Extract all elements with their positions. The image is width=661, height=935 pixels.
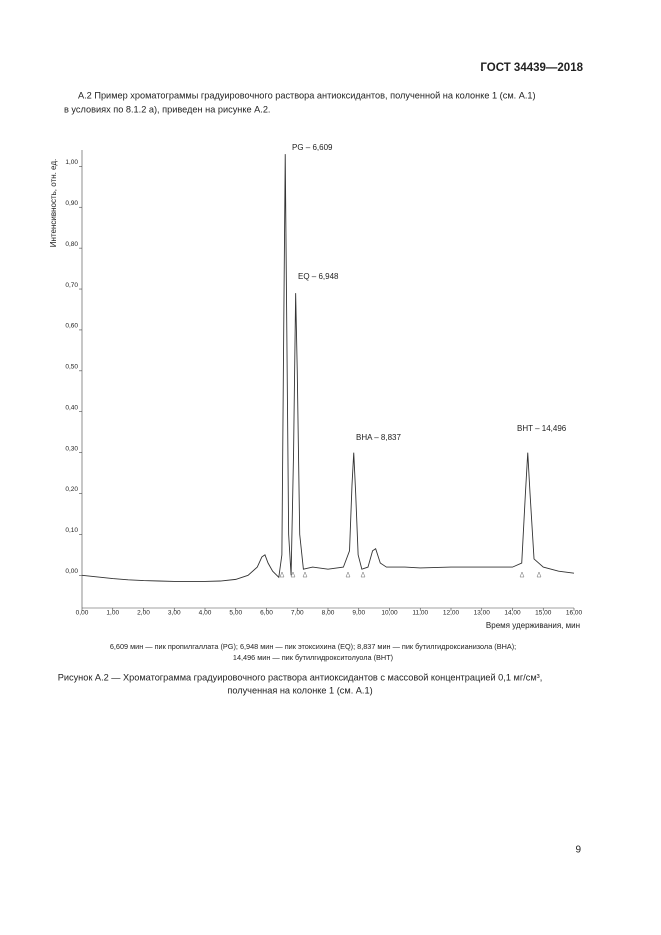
integration-marker (302, 571, 308, 578)
y-tick-label: 0,00 (65, 568, 78, 575)
y-tick-label: 0,40 (65, 404, 78, 411)
integration-marker (279, 571, 285, 578)
caption-line: Рисунок А.2 — Хроматограмма градуировочн… (58, 672, 543, 682)
legend-note-line: 6,609 мин — пик пропилгаллата (PG); 6,94… (110, 642, 516, 651)
peak-annotation: PG – 6,609 (292, 143, 333, 152)
x-tick-label: 0,00 (76, 610, 89, 617)
x-tick-label: 1,00 (106, 610, 119, 617)
x-axis-label: Время удерживания, мин (486, 621, 580, 630)
x-tick-label: 13,00 (474, 610, 491, 617)
y-tick-label: 0,20 (65, 486, 78, 493)
y-tick-label: 0,60 (65, 323, 78, 330)
x-tick-label: 16,00 (566, 610, 583, 617)
legend-note-line: 14,496 мин — пик бутилгидрокситолуола (B… (233, 653, 393, 662)
x-tick-label: 7,00 (291, 610, 304, 617)
x-tick-label: 9,00 (352, 610, 365, 617)
y-tick-label: 0,90 (65, 200, 78, 207)
peak-annotation: BHA – 8,837 (356, 433, 401, 442)
y-tick-label: 0,70 (65, 282, 78, 289)
peak-annotation: BHT – 14,496 (517, 424, 567, 433)
x-tick-label: 11,00 (412, 610, 428, 617)
x-tick-label: 5,00 (229, 610, 242, 617)
caption-line: полученная на колонке 1 (см. А.1) (227, 685, 372, 695)
paragraph-line: в условиях по 8.1.2 а), приведен на рису… (64, 104, 271, 114)
chromatogram-line (81, 154, 575, 582)
x-tick-label: 2,00 (137, 610, 150, 617)
integration-marker (290, 571, 296, 578)
header-title: ГОСТ 34439—2018 (480, 62, 583, 74)
x-tick-label: 3,00 (168, 610, 181, 617)
y-tick-label: 1,00 (65, 159, 78, 166)
y-tick-label: 0,80 (65, 241, 78, 248)
integration-marker (345, 571, 351, 578)
y-tick-label: 0,50 (65, 364, 78, 371)
x-tick-label: 10,00 (381, 610, 398, 617)
x-tick-label: 4,00 (199, 610, 212, 617)
y-tick-label: 0,10 (65, 527, 78, 534)
integration-marker (360, 571, 366, 578)
y-tick-label: 0,30 (65, 445, 78, 452)
x-tick-label: 12,00 (443, 610, 460, 617)
x-tick-label: 6,00 (260, 610, 273, 617)
peak-annotation: EQ – 6,948 (298, 272, 339, 281)
y-axis-label: Интенсивность, отн. ед. (49, 159, 58, 247)
integration-marker (536, 571, 542, 578)
x-tick-label: 14,00 (504, 610, 521, 617)
x-tick-label: 15,00 (535, 610, 552, 617)
x-tick-label: 8,00 (322, 610, 335, 617)
page-number: 9 (575, 845, 581, 856)
integration-marker (519, 571, 525, 578)
paragraph-line: А.2 Пример хроматограммы градуировочного… (78, 90, 536, 100)
